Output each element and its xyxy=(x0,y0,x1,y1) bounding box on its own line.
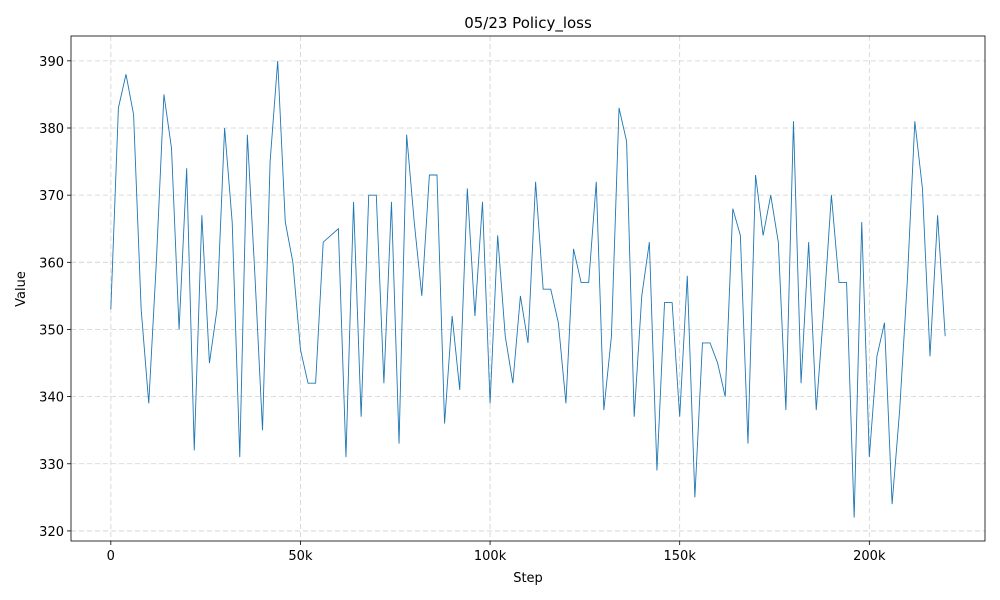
x-tick-label: 150k xyxy=(664,549,697,564)
y-axis-label: Value xyxy=(14,271,29,307)
y-tick-label: 320 xyxy=(39,525,64,540)
y-tick-label: 380 xyxy=(39,122,64,137)
x-tick-label: 0 xyxy=(107,549,115,564)
y-tick-label: 330 xyxy=(39,458,64,473)
y-tick-label: 390 xyxy=(39,55,64,70)
x-tick-label: 50k xyxy=(288,549,313,564)
data-line xyxy=(110,60,946,518)
plot-frame xyxy=(70,35,986,542)
y-tick-label: 360 xyxy=(39,256,64,271)
x-tick-label: 100k xyxy=(474,549,507,564)
y-tick-label: 370 xyxy=(39,189,64,204)
y-tick-label: 350 xyxy=(39,323,64,338)
chart-title: 05/23 Policy_loss xyxy=(464,14,592,33)
x-tick-label: 200k xyxy=(853,549,886,564)
y-tick-label: 340 xyxy=(39,391,64,406)
x-axis-label: Step xyxy=(513,571,543,586)
